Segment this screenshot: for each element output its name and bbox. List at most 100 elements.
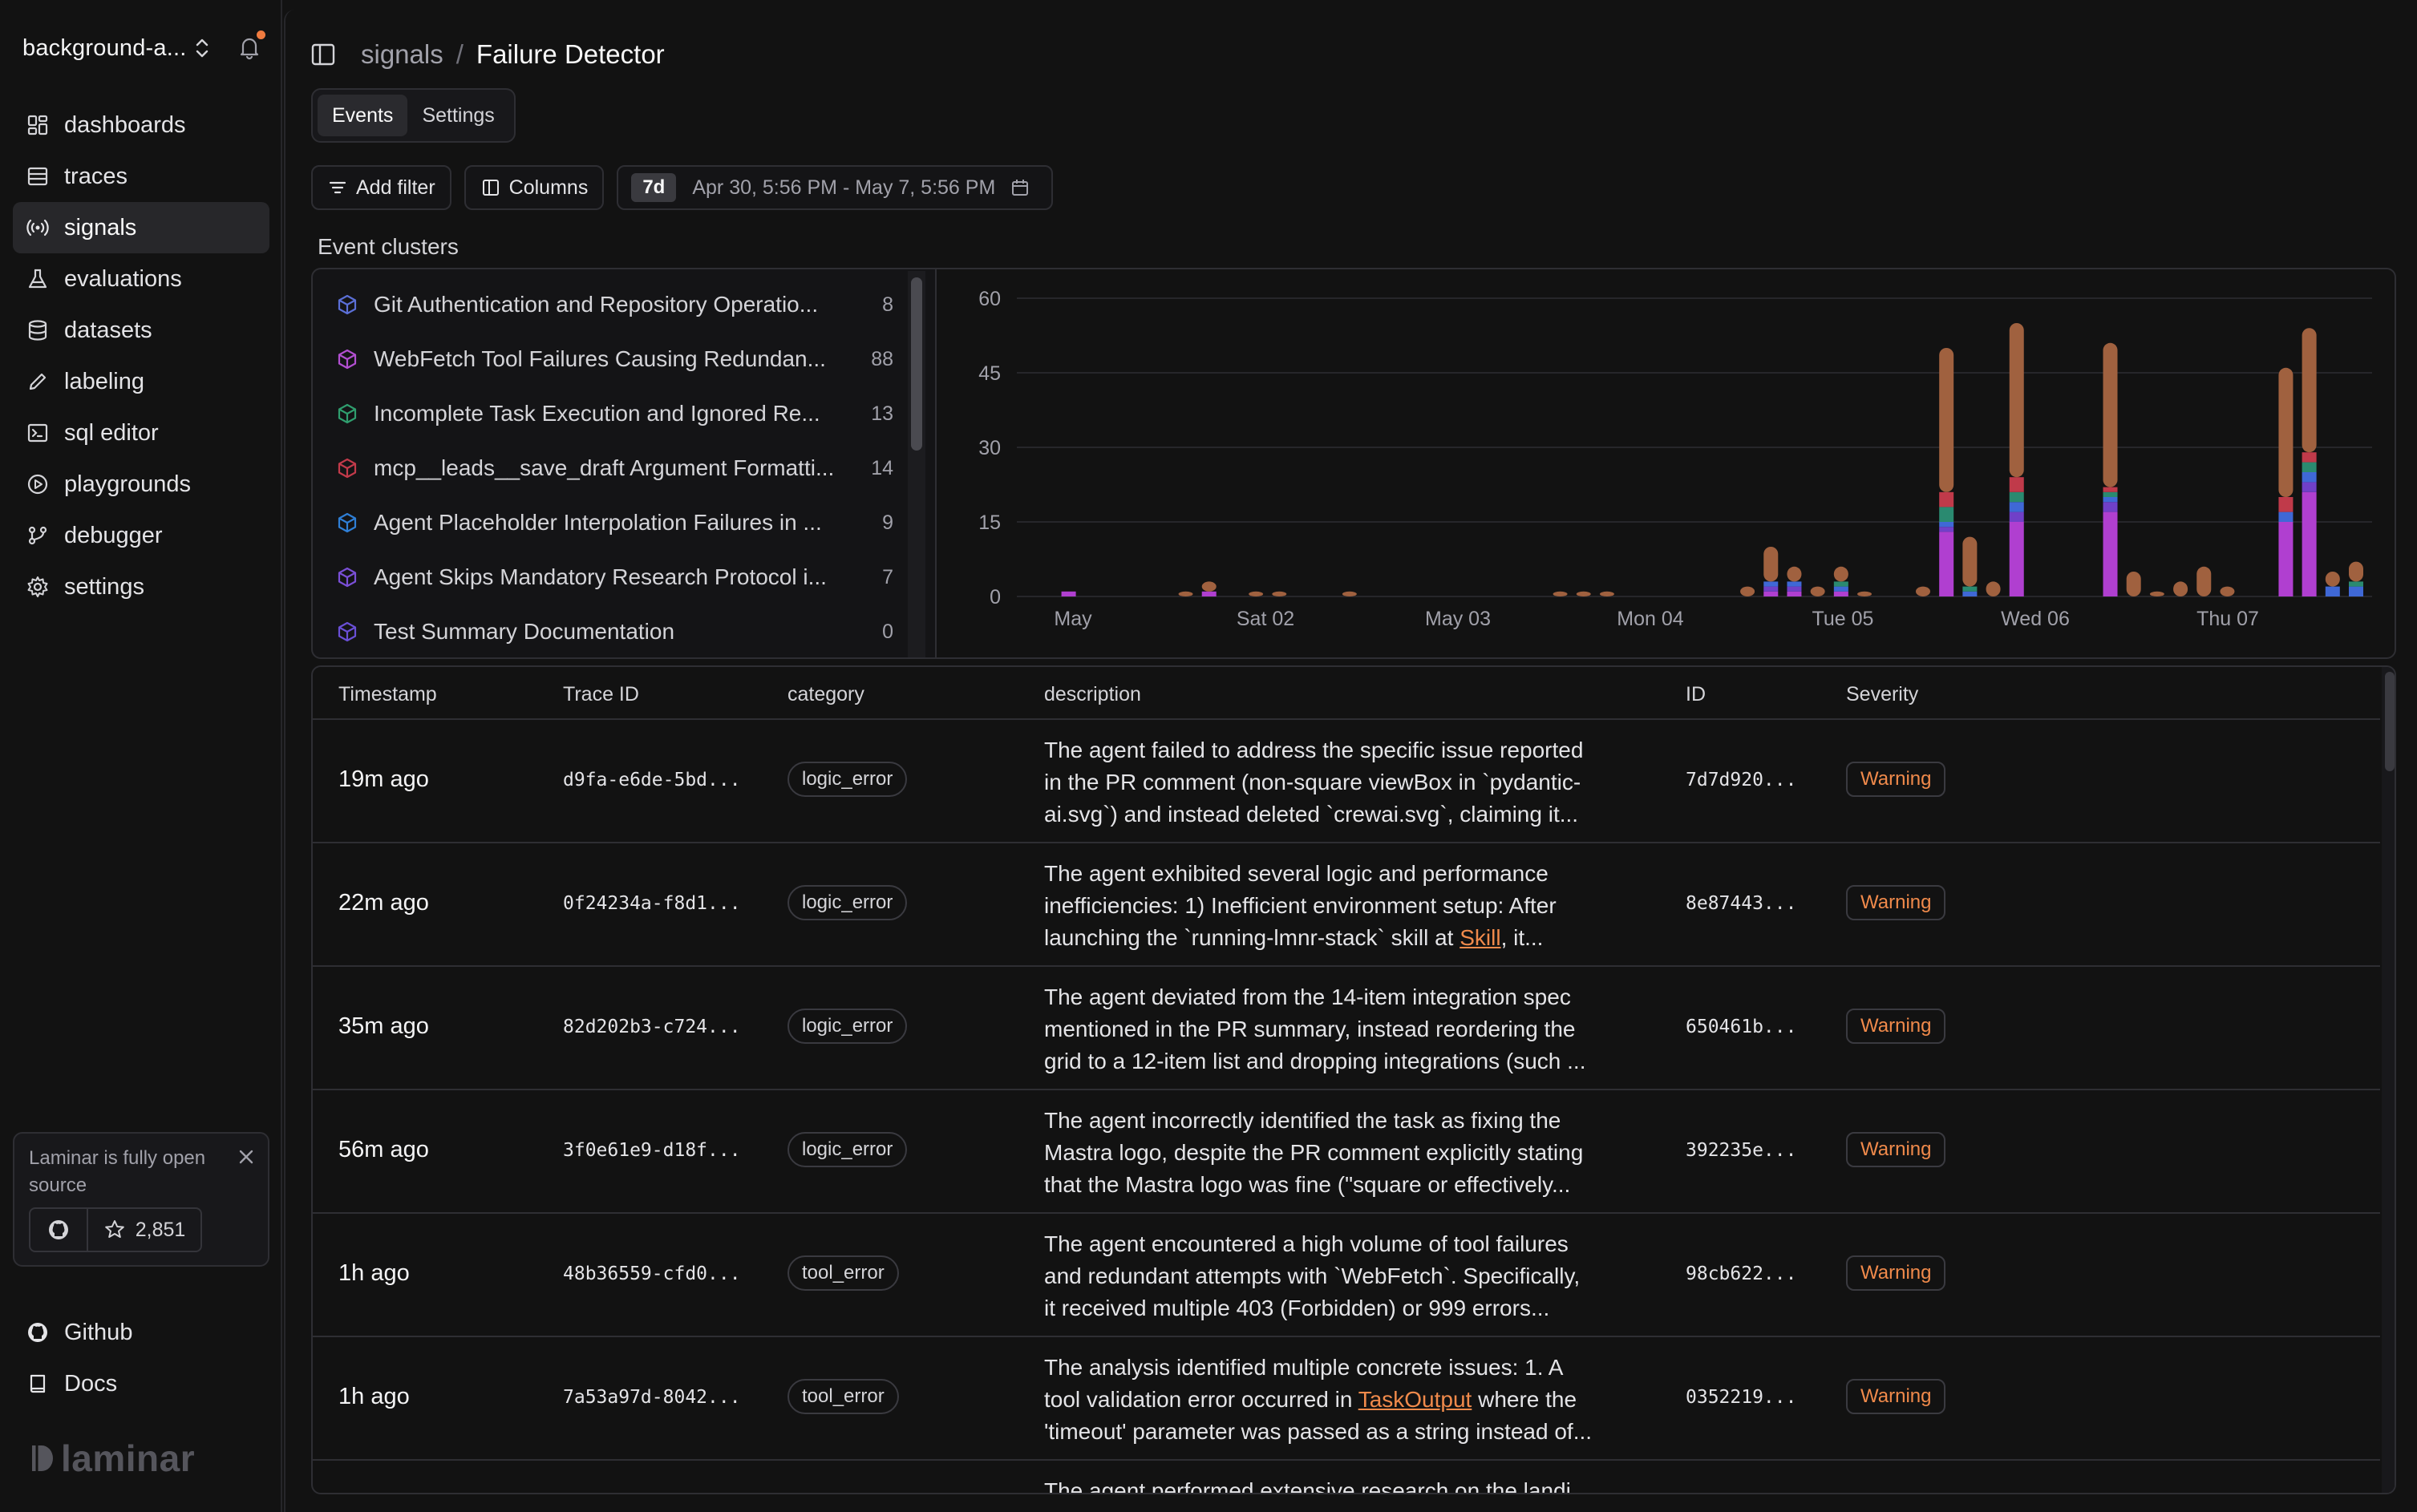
col-trace-id[interactable]: Trace ID	[563, 683, 639, 705]
tab-settings[interactable]: Settings	[422, 103, 495, 127]
cluster-cube-icon	[338, 512, 357, 533]
clusters-scrollbar[interactable]	[908, 271, 925, 657]
sidebar-item-signals[interactable]: signals	[13, 202, 269, 253]
table-row[interactable]: 35m ago 82d202b3-c724... logic_error The ag…	[313, 967, 2380, 1090]
bar-segment	[1857, 591, 1872, 596]
table-row[interactable]: 1h ago 7a53a97d-8042... tool_error The anal…	[313, 1337, 2380, 1461]
row-trace-id[interactable]: d9fa-e6de-5bd...	[563, 770, 741, 790]
bar-segment	[1763, 591, 1779, 596]
date-range-picker[interactable]: 7d Apr 30, 5:56 PM - May 7, 5:56 PM	[617, 165, 1054, 210]
description-line: in the PR comment (non-square viewBox in…	[1044, 770, 1581, 794]
cluster-label: Git Authentication and Repository Operat…	[374, 292, 819, 317]
cluster-item[interactable]: Agent Placeholder Interpolation Failures…	[313, 495, 893, 550]
laminar-logo[interactable]: laminar	[29, 1437, 195, 1479]
sidebar-item-evaluations[interactable]: evaluations	[13, 253, 269, 305]
col-timestamp[interactable]: Timestamp	[338, 683, 437, 705]
sidebar-item-dashboards[interactable]: dashboards	[13, 99, 269, 151]
bar-segment	[1576, 591, 1591, 596]
close-icon[interactable]	[234, 1145, 258, 1169]
calendar-icon	[1012, 180, 1029, 196]
sidebar-item-label: evaluations	[64, 265, 182, 292]
row-trace-id[interactable]: 82d202b3-c724...	[563, 1017, 741, 1037]
cluster-item[interactable]: Test Summary Documentation 0	[313, 604, 893, 657]
col-id[interactable]: ID	[1686, 683, 1706, 705]
add-filter-button[interactable]: Add filter	[311, 165, 451, 210]
row-description: The agent incorrectly identified the tas…	[1044, 1105, 1670, 1201]
bar-segment	[2349, 561, 2363, 582]
page-title: Failure Detector	[476, 39, 665, 69]
row-trace-id[interactable]: 0f24234a-f8d1...	[563, 893, 741, 914]
docs-link-label: Docs	[64, 1370, 118, 1397]
bell-icon[interactable]	[236, 34, 263, 61]
cluster-label: WebFetch Tool Failures Causing Redundan.…	[374, 346, 826, 371]
description-link[interactable]: Skill	[1460, 925, 1501, 950]
sidebar-item-settings[interactable]: settings	[13, 561, 269, 612]
description-link[interactable]: TaskOutput	[1358, 1387, 1472, 1412]
toggle-sidebar-icon[interactable]	[310, 41, 337, 68]
github-stars-button[interactable]: 2,851	[88, 1209, 200, 1251]
table-row[interactable]: 56m ago 3f0e61e9-d18f... logic_error The ag…	[313, 1090, 2380, 1214]
description-line: The agent encountered a high volume of t…	[1044, 1231, 1569, 1256]
row-timestamp: 19m ago	[338, 766, 429, 792]
bar-segment	[1787, 586, 1802, 592]
breadcrumb-parent[interactable]: signals	[361, 39, 443, 69]
cluster-item[interactable]: mcp__leads__save_draft Argument Formatti…	[313, 441, 893, 495]
bar-segment	[1249, 591, 1264, 596]
col-severity[interactable]: Severity	[1846, 683, 1919, 705]
bar-segment	[1962, 591, 1978, 596]
dashboard-icon	[27, 115, 48, 135]
table-row[interactable]: 1h ago 48b36559-cfd0... tool_error The agen…	[313, 1214, 2380, 1337]
col-category[interactable]: category	[787, 683, 864, 705]
row-trace-id[interactable]: 7a53a97d-8042...	[563, 1387, 741, 1408]
sidebar-item-datasets[interactable]: datasets	[13, 305, 269, 356]
cluster-label: mcp__leads__save_draft Argument Formatti…	[374, 455, 835, 480]
category-badge: logic_error	[787, 1009, 908, 1044]
row-trace-id[interactable]: 48b36559-cfd0...	[563, 1263, 741, 1284]
org-switcher[interactable]: background-a...	[22, 32, 271, 64]
github-button[interactable]	[30, 1209, 88, 1251]
breadcrumb: signals / Failure Detector	[310, 34, 665, 75]
clusters-scrollbar-thumb[interactable]	[911, 277, 922, 451]
col-description[interactable]: description	[1044, 683, 1141, 705]
description-line: and redundant attempts with `WebFetch`. …	[1044, 1263, 1581, 1288]
table-row[interactable]: The agent performed extensive research o…	[313, 1461, 2380, 1493]
table-scrollbar-thumb[interactable]	[2385, 672, 2395, 771]
sidebar-item-sql-editor[interactable]: sql editor	[13, 407, 269, 459]
columns-button[interactable]: Columns	[464, 165, 605, 210]
tab-events[interactable]: Events	[318, 95, 408, 136]
bar-segment	[1833, 591, 1848, 596]
open-source-card: Laminar is fully open source 2,851	[13, 1132, 269, 1267]
description-line: ai.svg`) and instead deleted `crewai.svg…	[1044, 802, 1579, 827]
severity-badge: Warning	[1846, 1255, 1946, 1291]
bar-segment	[2103, 342, 2118, 487]
date-range-text: Apr 30, 5:56 PM - May 7, 5:56 PM	[692, 176, 996, 199]
description-line: 'timeout' parameter was passed as a stri…	[1044, 1419, 1593, 1444]
github-star-group: 2,851	[29, 1207, 202, 1252]
sidebar-item-debugger[interactable]: debugger	[13, 510, 269, 561]
row-trace-id[interactable]: 3f0e61e9-d18f...	[563, 1140, 741, 1161]
breadcrumb-separator: /	[455, 39, 464, 69]
row-timestamp: 1h ago	[338, 1384, 410, 1409]
sql-editor-icon	[27, 423, 48, 443]
cluster-item[interactable]: Git Authentication and Repository Operat…	[313, 277, 893, 332]
sidebar-item-labeling[interactable]: labeling	[13, 356, 269, 407]
open-source-text: Laminar is fully open source	[29, 1147, 206, 1196]
cluster-item[interactable]: Incomplete Task Execution and Ignored Re…	[313, 386, 893, 441]
cluster-item[interactable]: Agent Skips Mandatory Research Protocol …	[313, 550, 893, 604]
table-scrollbar[interactable]	[2382, 667, 2395, 1493]
debugger-icon	[28, 526, 47, 545]
github-icon	[49, 1220, 68, 1239]
docs-link[interactable]: Docs	[13, 1358, 269, 1409]
github-link[interactable]: Github	[13, 1307, 269, 1358]
table-row[interactable]: 19m ago d9fa-e6de-5bd... logic_error The ag…	[313, 720, 2380, 843]
bar-segment	[2302, 452, 2317, 463]
sidebar-item-traces[interactable]: traces	[13, 151, 269, 202]
cluster-item[interactable]: WebFetch Tool Failures Causing Redundan.…	[313, 332, 893, 386]
severity-badge: Warning	[1846, 1009, 1946, 1044]
table-row[interactable]: 22m ago 0f24234a-f8d1... logic_error The ag…	[313, 843, 2380, 967]
bar-segment	[2103, 497, 2118, 503]
y-tick-label: 45	[978, 362, 1001, 385]
row-id: 392235e...	[1686, 1140, 1797, 1161]
bar-segment	[2278, 511, 2294, 522]
sidebar-item-playgrounds[interactable]: playgrounds	[13, 459, 269, 510]
